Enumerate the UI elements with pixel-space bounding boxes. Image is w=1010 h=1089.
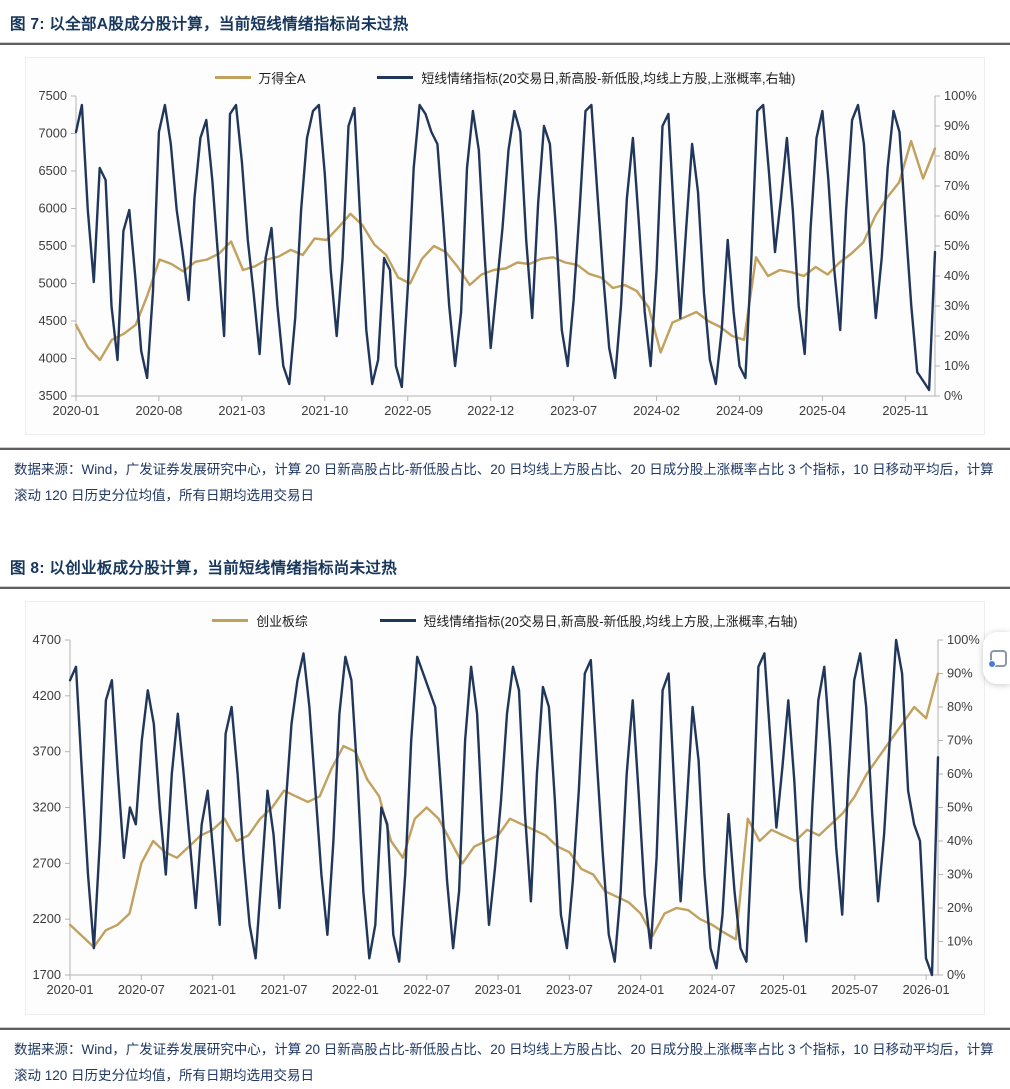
sentiment-indicator-line (74, 103, 937, 392)
right-axis-tick-label: 100% (947, 634, 980, 647)
x-axis-tick-label: 2024-09 (716, 403, 763, 418)
x-axis-tick-label: 2020-01 (47, 982, 94, 997)
right-axis-tick-label: 20% (947, 900, 973, 915)
title-rule (0, 586, 1010, 589)
right-axis-tick-label: 70% (947, 732, 973, 747)
x-axis-tick-label: 2025-01 (760, 982, 807, 997)
right-axis-tick-label: 0% (944, 388, 963, 403)
figure-8-source: 数据来源：Wind，广发证券发展研究中心，计算 20 日新高股占比-新低股占比、… (14, 1041, 994, 1083)
x-axis-tick-label: 2020-08 (135, 403, 182, 418)
x-axis-tick-label: 2026-01 (903, 982, 950, 997)
right-axis-tick-label: 40% (947, 833, 973, 848)
right-axis-tick-label: 90% (944, 118, 970, 133)
figure-7-legend: 万得全A 短线情绪指标(20交易日,新高股-新低股,均线上方股,上涨概率,右轴) (26, 64, 984, 90)
x-axis-tick-label: 2025-04 (799, 403, 846, 418)
x-axis-tick-label: 2023-07 (550, 403, 597, 418)
left-axis-tick-label: 2700 (33, 855, 61, 870)
right-axis-tick-label: 60% (944, 208, 970, 223)
right-axis-tick-label: 60% (947, 766, 973, 781)
figure-8-plot: 1700 2200 2700 3200 3700 4200 4700 0% 10% 20% 30% 4… (33, 634, 980, 997)
x-axis-tick-label: 2022-07 (403, 982, 450, 997)
legend-label-price: 创业板综 (256, 614, 308, 630)
right-axis-tick-label: 10% (947, 933, 973, 948)
x-axis-tick-label: 2021-07 (261, 982, 308, 997)
left-axis-tick-label: 4000 (39, 351, 67, 366)
legend-item-price-index: 万得全A (214, 68, 306, 87)
left-axis-tick-label: 3200 (33, 799, 61, 814)
right-axis-tick-label: 90% (947, 665, 973, 680)
left-axis-tick-label: 2200 (33, 911, 61, 926)
legend-label-sentiment: 短线情绪指标(20交易日,新高股-新低股,均线上方股,上涨概率,右轴) (423, 614, 798, 630)
x-axis-tick-label: 2021-10 (301, 403, 348, 418)
left-axis-tick-label: 4200 (33, 687, 61, 702)
legend-item-sentiment: 短线情绪指标(20交易日,新高股-新低股,均线上方股,上涨概率,右轴) (377, 68, 795, 87)
x-axis-tick-label: 2022-12 (467, 403, 514, 418)
figure-7-plot: 3500 4000 4500 5000 5500 6000 6500 7000 7500 0% 10… (39, 90, 977, 418)
figure-bottom-rule (0, 448, 1010, 450)
x-axis-tick-label: 2023-07 (546, 982, 593, 997)
left-axis-tick-label: 3500 (39, 388, 67, 403)
sentiment-indicator-line (68, 638, 940, 976)
x-axis-tick-label: 2022-05 (384, 403, 431, 418)
legend-label-sentiment: 短线情绪指标(20交易日,新高股-新低股,均线上方股,上涨概率,右轴) (421, 70, 796, 86)
figure-bottom-rule (0, 1027, 1010, 1030)
x-axis-tick-label: 2020-07 (118, 982, 165, 997)
x-axis-tick-label: 2025-07 (831, 982, 878, 997)
legend-item-sentiment: 短线情绪指标(20交易日,新高股-新低股,均线上方股,上涨概率,右轴) (379, 611, 798, 630)
left-axis-tick-label: 7000 (39, 126, 67, 141)
figure-8-title: 图 8: 以创业板成分股计算，当前短线情绪指标尚未过热 (10, 559, 397, 577)
left-axis-tick-label: 6000 (39, 201, 67, 216)
left-axis-tick-label: 7500 (39, 90, 67, 103)
side-panel-icon (988, 649, 1007, 668)
figure-7-source: 数据来源：Wind，广发证券发展研究中心，计算 20 日新高股占比-新低股占比、… (14, 462, 994, 504)
figure-7-title: 图 7: 以全部A股成分股计算，当前短线情绪指标尚未过热 (10, 16, 409, 33)
figure-7: 图 7: 以全部A股成分股计算，当前短线情绪指标尚未过热 万得全A 短线情绪指标… (0, 0, 1010, 510)
right-axis-tick-label: 50% (947, 799, 973, 814)
title-rule (0, 43, 1010, 45)
gold-line-swatch (214, 75, 251, 79)
right-axis-tick-label: 100% (944, 90, 977, 103)
right-axis-tick-label: 0% (947, 967, 966, 982)
right-axis-tick-label: 50% (944, 238, 970, 253)
x-axis-tick-label: 2024-01 (617, 982, 664, 997)
right-axis-tick-label: 40% (944, 268, 970, 283)
left-axis-tick-label: 4500 (39, 313, 67, 328)
side-panel-handle-button[interactable] (983, 632, 1010, 684)
navy-line-swatch (379, 619, 416, 623)
x-axis-tick-label: 2024-07 (689, 982, 736, 997)
left-axis-tick-label: 1700 (33, 967, 61, 982)
figure-8: 图 8: 以创业板成分股计算，当前短线情绪指标尚未过热 创业板综 短线情绪指标(… (0, 510, 1010, 1089)
left-axis-tick-label: 6500 (39, 163, 67, 178)
price-index-line (74, 139, 937, 362)
x-axis-tick-label: 2021-03 (218, 403, 265, 418)
x-axis-tick-label: 2023-01 (475, 982, 522, 997)
x-axis-tick-label: 2022-01 (332, 982, 379, 997)
right-axis-tick-label: 30% (947, 866, 973, 881)
x-axis-tick-label: 2024-02 (633, 403, 680, 418)
right-axis-tick-label: 80% (947, 699, 973, 714)
right-axis-tick-label: 10% (944, 358, 970, 373)
gold-line-swatch (212, 619, 249, 623)
legend-item-price-index: 创业板综 (212, 611, 308, 630)
figure-7-chart-box: 万得全A 短线情绪指标(20交易日,新高股-新低股,均线上方股,上涨概率,右轴)… (25, 57, 985, 435)
x-axis-tick-label: 2020-01 (53, 403, 100, 418)
figure-8-legend: 创业板综 短线情绪指标(20交易日,新高股-新低股,均线上方股,上涨概率,右轴) (26, 608, 984, 634)
left-axis-tick-label: 5000 (39, 276, 67, 291)
x-axis-tick-label: 2021-01 (189, 982, 236, 997)
left-axis-tick-label: 5500 (39, 238, 67, 253)
price-index-line (68, 671, 940, 948)
legend-label-price: 万得全A (258, 70, 306, 86)
right-axis-tick-label: 70% (944, 178, 970, 193)
left-axis-tick-label: 3700 (33, 743, 61, 758)
right-axis-tick-label: 20% (944, 328, 970, 343)
x-axis-tick-label: 2025-11 (882, 403, 928, 418)
left-axis-tick-label: 4700 (33, 634, 61, 647)
right-axis-tick-label: 80% (944, 148, 970, 163)
right-axis-tick-label: 30% (944, 298, 970, 313)
figure-8-chart-box: 创业板综 短线情绪指标(20交易日,新高股-新低股,均线上方股,上涨概率,右轴)… (25, 600, 985, 1015)
navy-line-swatch (377, 75, 414, 79)
